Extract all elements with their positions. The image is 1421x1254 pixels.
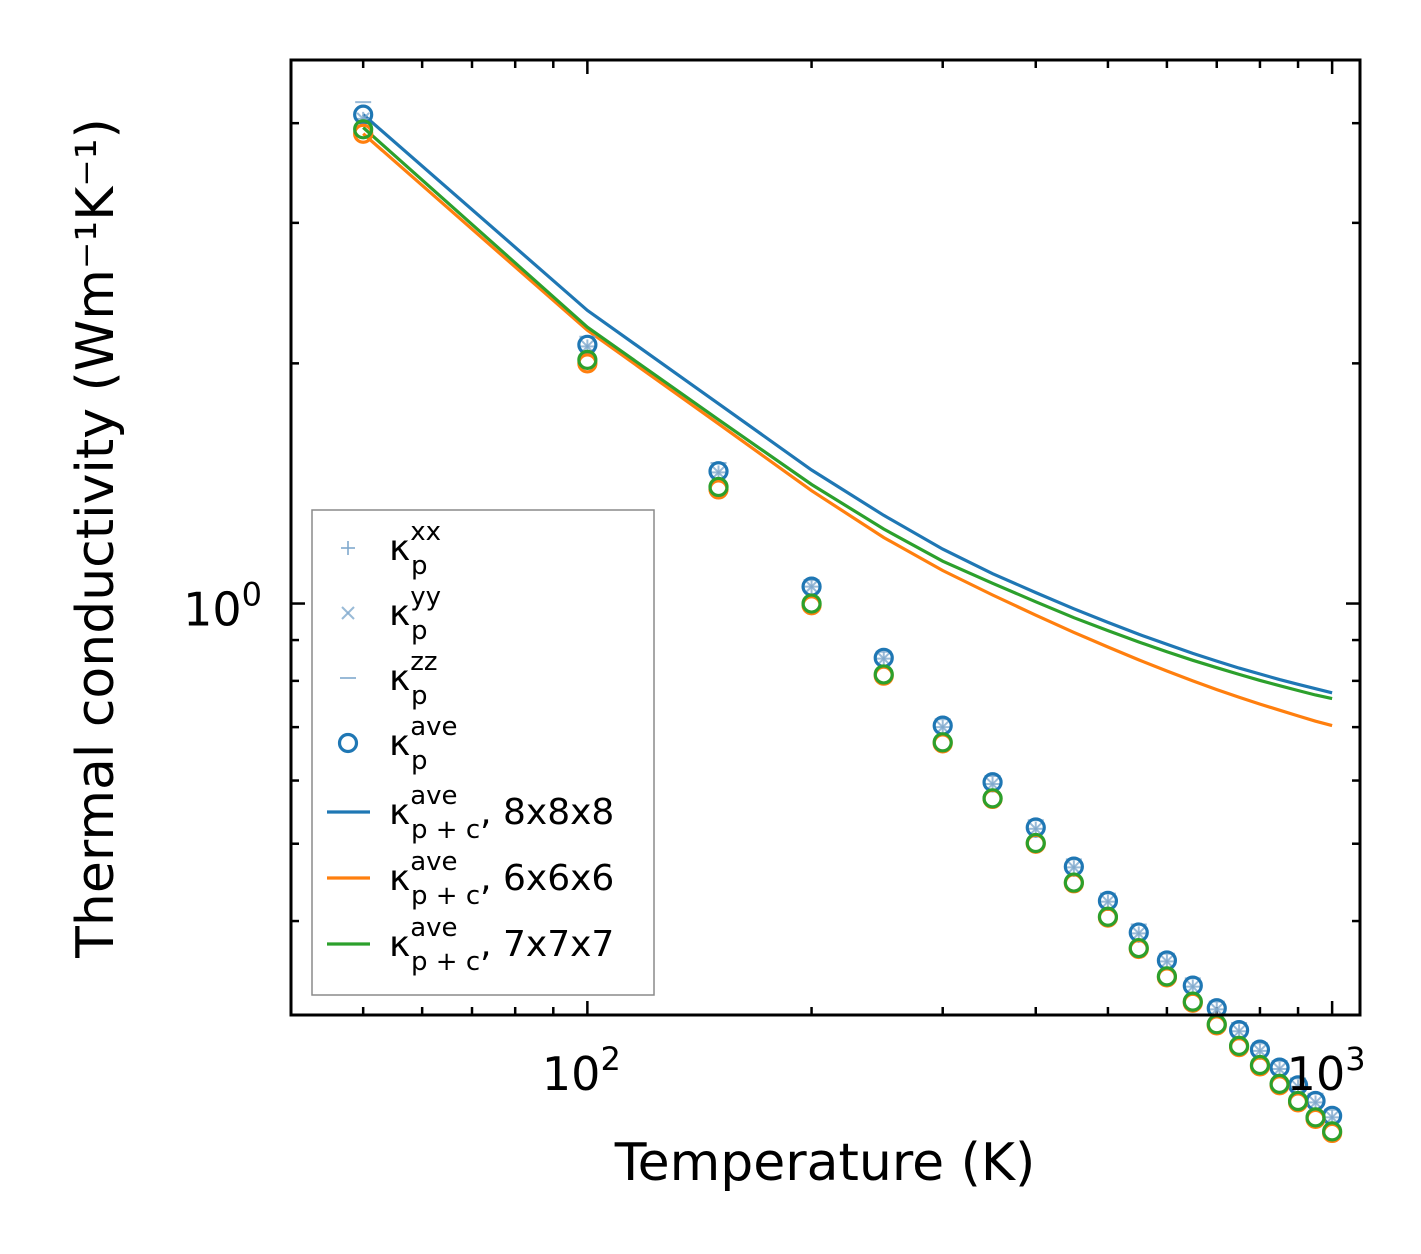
point-kappa_p_yy-b (711, 465, 726, 480)
point-kappa_p_yy-b (1160, 954, 1174, 969)
point-kappa_p_yy (1160, 954, 1174, 969)
point-kappa_p_yy (1029, 822, 1043, 836)
legend-label: κxx p (389, 517, 441, 581)
x-tick-label: 103 (1287, 1040, 1366, 1101)
point-kappa_p_ave_7 (1228, 1035, 1250, 1056)
point-kappa_p_yy (1232, 1024, 1246, 1038)
point-kappa_p_ave_8 (353, 104, 374, 125)
point-kappa_p_ave_7 (1305, 1107, 1326, 1128)
tick-labels: 102 103 100 (183, 576, 1365, 1101)
point-kappa_p_yy (1101, 894, 1115, 909)
point-kappa_p_yy (711, 465, 726, 480)
point-kappa_p_ave_7 (1287, 1090, 1309, 1112)
line-kappa_pc_ave_6x6x6 (362, 132, 1333, 728)
point-kappa_p_ave_7 (1025, 832, 1046, 854)
line-series-group (362, 113, 1333, 728)
legend-entry: κzz p (340, 647, 438, 711)
point-kappa_p_yy (1308, 1095, 1323, 1110)
legend-label: κave p (389, 712, 458, 776)
y-tick-label: 100 (183, 576, 262, 637)
legend-label: κyy p (389, 582, 441, 646)
legend-label: κzz p (389, 647, 438, 711)
point-kappa_p_yy-b (1132, 926, 1146, 941)
line-kappa_pc_ave_8x8x8 (362, 113, 1333, 695)
point-kappa_p_ave_7 (708, 476, 729, 498)
point-kappa_p_ave_7 (353, 119, 374, 140)
point-kappa_p_yy (1186, 979, 1200, 994)
point-kappa_p_yy (1253, 1044, 1267, 1058)
y-axis-title: Thermal conductivity (Wm⁻¹K⁻¹) (66, 118, 126, 959)
series-kappa_p_yy (356, 112, 1339, 1125)
point-kappa_p_ave_7 (982, 788, 1003, 809)
legend-label: κave p + c, 8x8x8 (389, 781, 614, 845)
point-kappa_p_yy-b (877, 651, 891, 666)
point-kappa_p_yy-b (1186, 979, 1200, 994)
point-kappa_p_yy-b (1253, 1044, 1267, 1058)
point-kappa_p_yy-b (1210, 1002, 1224, 1017)
point-kappa_p_yy-b (804, 579, 819, 594)
legend-marker-swatch (337, 732, 359, 754)
legend-label: κave p + c, 6x6x6 (389, 847, 614, 911)
point-kappa_p_ave_7 (577, 349, 598, 371)
point-kappa_p_yy (804, 579, 819, 594)
legend-frame (311, 509, 655, 996)
point-kappa_p_ave_7 (873, 664, 894, 685)
point-kappa_p_yy (1272, 1062, 1287, 1076)
point-kappa_p_yy-b (1067, 860, 1081, 875)
x-tick-label: 102 (542, 1040, 621, 1101)
x-axis-title: Temperature (K) (614, 1133, 1036, 1193)
point-kappa_p_yy (1325, 1110, 1339, 1125)
point-kappa_p_ave_7 (932, 732, 953, 753)
point-kappa_p_ave_7 (1249, 1054, 1271, 1076)
legend-entry: κave p + c, 6x6x6 (327, 847, 614, 911)
point-kappa_p_yy-b (1232, 1024, 1246, 1038)
line-kappa_pc_ave_7x7x7 (362, 126, 1333, 701)
point-kappa_p_yy (1291, 1079, 1305, 1094)
legend-marker-swatch-b (341, 606, 355, 620)
legend-entry: κave p + c, 7x7x7 (327, 913, 614, 977)
point-kappa_p_yy-b (1291, 1079, 1305, 1094)
point-kappa_p_ave_7 (1269, 1073, 1290, 1095)
point-kappa_p_ave_7 (1097, 906, 1119, 927)
point-kappa_p_yy (1132, 926, 1146, 941)
legend-entry: κave p + c, 8x8x8 (327, 781, 614, 845)
point-kappa_p_yy-b (1101, 894, 1115, 909)
point-kappa_p_yy-b (1325, 1110, 1339, 1125)
point-kappa_p_ave_7 (1156, 966, 1178, 987)
point-kappa_p_yy (936, 720, 950, 734)
point-kappa_p_ave_7 (1322, 1121, 1343, 1142)
point-kappa_p_yy (1067, 860, 1081, 875)
point-kappa_p_yy (1210, 1002, 1224, 1017)
point-kappa_p_ave_7 (1063, 872, 1084, 893)
legend-marker-swatch (341, 541, 355, 555)
legend-label: κave p + c, 7x7x7 (389, 913, 614, 977)
legend-entry: κxx p (341, 517, 441, 581)
legend-entry: κave p (337, 712, 458, 776)
plot-frame (289, 58, 1362, 1017)
point-kappa_p_yy-b (1029, 822, 1043, 836)
point-kappa_p_ave_7 (801, 593, 822, 614)
point-series-group (353, 101, 1343, 1144)
series-kappa_p_ave_7 (353, 119, 1343, 1142)
point-kappa_p_ave_7 (1128, 937, 1149, 959)
point-kappa_p_yy-b (1272, 1062, 1287, 1076)
legend-entry: κyy p (341, 582, 441, 646)
point-kappa_p_yy-b (936, 720, 950, 734)
point-kappa_p_ave_7 (1182, 991, 1203, 1012)
legend-marker-swatch (341, 606, 355, 620)
point-kappa_p_yy-b (1308, 1095, 1323, 1110)
point-kappa_p_yy (877, 651, 891, 666)
